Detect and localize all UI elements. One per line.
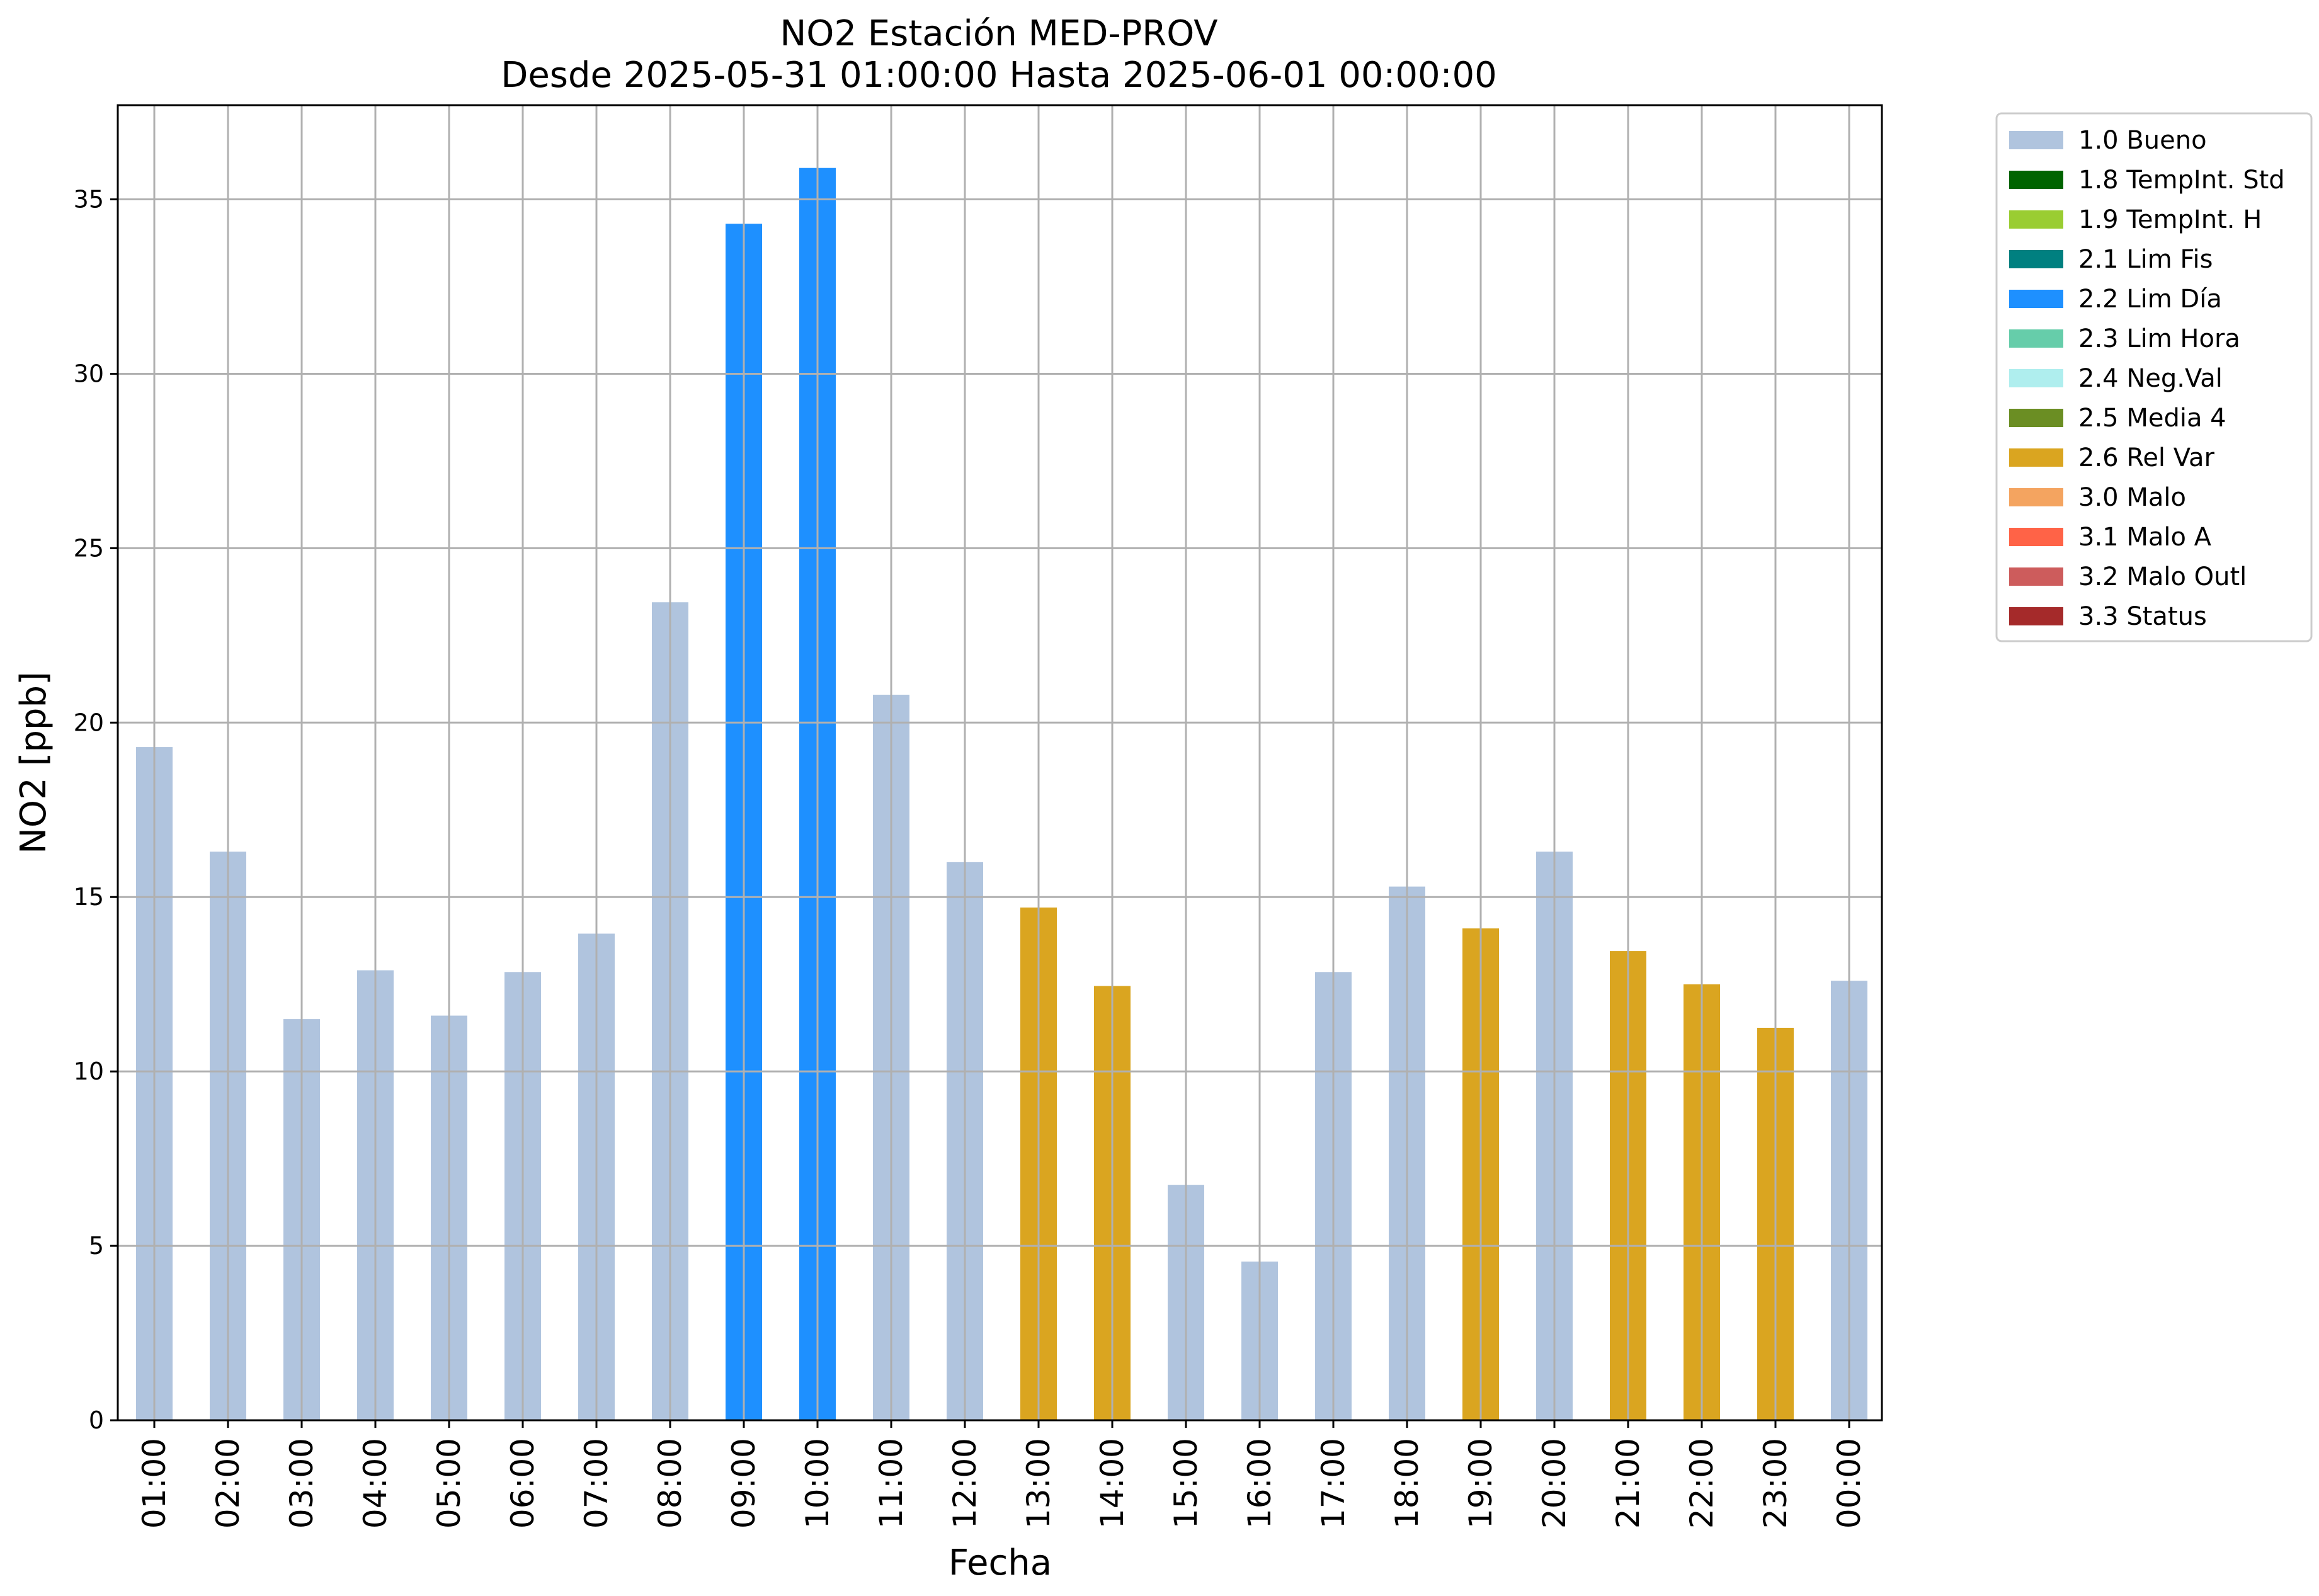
legend-label: 1.8 TempInt. Std — [2078, 166, 2285, 195]
legend-swatch — [2009, 131, 2063, 149]
x-tick-label: 09:00 — [726, 1438, 762, 1529]
x-tick-label: 06:00 — [504, 1438, 541, 1529]
chart-subtitle: Desde 2025-05-31 01:00:00 Hasta 2025-06-… — [501, 55, 1497, 96]
x-tick-label: 15:00 — [1168, 1438, 1204, 1529]
legend-label: 2.4 Neg.Val — [2078, 364, 2223, 393]
x-tick-label: 16:00 — [1241, 1438, 1278, 1529]
legend-label: 2.3 Lim Hora — [2078, 324, 2240, 353]
legend-swatch — [2009, 329, 2063, 348]
x-tick-label: 04:00 — [357, 1438, 394, 1529]
x-tick-label: 07:00 — [578, 1438, 615, 1529]
x-tick-label: 14:00 — [1094, 1438, 1131, 1529]
x-tick-label: 05:00 — [431, 1438, 467, 1529]
x-tick-label: 17:00 — [1315, 1438, 1352, 1529]
chart-title: NO2 Estación MED-PROV — [780, 13, 1217, 54]
legend-frame — [1995, 112, 2313, 642]
legend: 1.0 Bueno 1.8 TempInt. Std 1.9 TempInt. H 2… — [1995, 112, 2313, 642]
legend-swatch — [2009, 409, 2063, 427]
legend-swatch — [2009, 369, 2063, 387]
x-tick-label: 08:00 — [652, 1438, 688, 1529]
legend-swatch — [2009, 567, 2063, 586]
legend-label: 2.5 Media 4 — [2078, 404, 2226, 433]
legend-label: 2.2 Lim Día — [2078, 285, 2222, 314]
legend-swatch — [2009, 607, 2063, 625]
x-tick-label: 22:00 — [1684, 1438, 1720, 1529]
x-tick-label: 18:00 — [1389, 1438, 1425, 1529]
legend-label: 2.6 Rel Var — [2078, 443, 2215, 472]
x-tick-label: 00:00 — [1831, 1438, 1867, 1529]
y-tick-label: 25 — [74, 534, 104, 562]
y-tick-label: 30 — [74, 360, 104, 387]
legend-swatch — [2009, 448, 2063, 467]
x-tick-label: 01:00 — [136, 1438, 173, 1529]
x-tick-label: 21:00 — [1610, 1438, 1646, 1529]
bars — [136, 168, 1867, 1421]
legend-label: 3.1 Malo A — [2078, 523, 2212, 552]
x-tick-label: 12:00 — [947, 1438, 983, 1529]
legend-label: 3.2 Malo Outl — [2078, 562, 2247, 591]
legend-swatch — [2009, 528, 2063, 546]
x-tick-label: 03:00 — [283, 1438, 320, 1529]
x-tick-label: 19:00 — [1462, 1438, 1499, 1529]
y-tick-label: 20 — [74, 709, 104, 736]
legend-swatch — [2009, 488, 2063, 506]
legend-label: 1.0 Bueno — [2078, 126, 2207, 155]
legend-swatch — [2009, 290, 2063, 308]
legend-label: 1.9 TempInt. H — [2078, 205, 2262, 234]
x-tick-label: 10:00 — [799, 1438, 836, 1529]
y-tick-label: 10 — [74, 1057, 104, 1085]
legend-swatch — [2009, 171, 2063, 189]
x-tick-label: 23:00 — [1757, 1438, 1794, 1529]
y-tick-label: 0 — [89, 1406, 104, 1434]
legend-label: 2.1 Lim Fis — [2078, 245, 2213, 274]
axis-ticks: 0 5 10 15 20 25 30 35 01:00 02:00 03:00 04:00 05:00 0… — [74, 186, 1867, 1529]
x-axis-label: Fecha — [949, 1542, 1052, 1583]
legend-label: 3.0 Malo — [2078, 483, 2186, 512]
plot-frame — [117, 104, 1883, 1422]
y-tick-label: 15 — [74, 883, 104, 911]
legend-swatch — [2009, 250, 2063, 268]
x-tick-label: 02:00 — [210, 1438, 246, 1529]
legend-label: 3.3 Status — [2078, 602, 2207, 631]
y-axis-label: NO2 [ppb] — [13, 671, 54, 854]
x-tick-label: 11:00 — [873, 1438, 909, 1529]
legend-swatch — [2009, 210, 2063, 229]
x-tick-label: 13:00 — [1020, 1438, 1057, 1529]
y-tick-label: 35 — [74, 186, 104, 214]
y-tick-label: 5 — [89, 1232, 104, 1260]
x-tick-label: 20:00 — [1536, 1438, 1573, 1529]
